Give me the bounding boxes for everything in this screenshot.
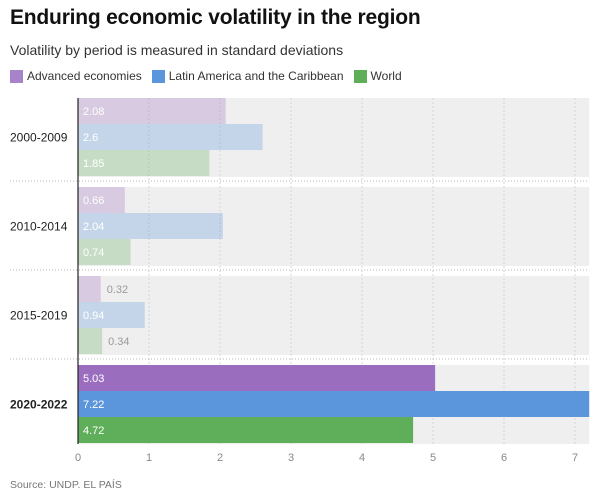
category-label: 2010-2014: [10, 220, 68, 234]
x-tick-label: 4: [359, 452, 365, 464]
chart-subtitle: Volatility by period is measured in stan…: [10, 42, 344, 58]
bar: [78, 328, 103, 354]
bar: [78, 150, 210, 176]
bar-value-label: 0.94: [83, 310, 104, 322]
legend-item-advanced: Advanced economies: [10, 69, 142, 83]
bar-value-label: 5.03: [83, 373, 104, 385]
bar: [78, 365, 436, 391]
bar: [78, 187, 125, 213]
x-tick-label: 0: [75, 452, 81, 464]
bar: [78, 98, 226, 124]
legend-item-latam: Latin America and the Caribbean: [151, 69, 344, 83]
bar-value-label: 0.34: [108, 336, 129, 348]
bar-value-label: 4.72: [83, 425, 104, 437]
bar-value-label: 0.32: [107, 284, 128, 296]
bar: [78, 213, 223, 239]
legend-swatch-world: [353, 69, 367, 83]
bar: [78, 276, 101, 302]
legend-swatch-latam: [151, 69, 165, 83]
bar-value-label: 7.22: [83, 399, 104, 411]
bar: [78, 302, 145, 328]
legend-swatch-advanced: [10, 69, 23, 83]
bar-value-label: 2.6: [83, 132, 98, 144]
category-label: 2015-2019: [10, 309, 68, 323]
bar-value-label: 2.08: [83, 106, 104, 118]
bar-value-label: 1.85: [83, 158, 104, 170]
bar: [78, 124, 263, 150]
group-background: [78, 276, 590, 355]
bar-value-label: 2.04: [83, 221, 104, 233]
legend: Advanced economies Latin America and the…: [10, 69, 402, 83]
legend-label-latam: Latin America and the Caribbean: [168, 69, 344, 83]
x-tick-label: 7: [572, 452, 578, 464]
x-tick-label: 1: [146, 452, 152, 464]
category-label: 2000-2009: [10, 131, 68, 145]
bar: [78, 391, 590, 417]
bar-value-label: 0.74: [83, 247, 104, 259]
x-tick-label: 2: [217, 452, 223, 464]
bar: [78, 239, 131, 265]
legend-label-world: World: [370, 69, 402, 83]
chart-title: Enduring economic volatility in the regi…: [10, 6, 421, 29]
bar-value-label: 0.66: [83, 195, 104, 207]
x-tick-label: 3: [288, 452, 294, 464]
category-label: 2020-2022: [10, 398, 68, 412]
legend-item-world: World: [353, 69, 402, 83]
bar: [78, 417, 414, 443]
legend-label-advanced: Advanced economies: [27, 69, 142, 83]
source-note: Source: UNDP. EL PAÍS: [10, 479, 122, 491]
x-tick-label: 6: [501, 452, 507, 464]
x-tick-label: 5: [430, 452, 436, 464]
